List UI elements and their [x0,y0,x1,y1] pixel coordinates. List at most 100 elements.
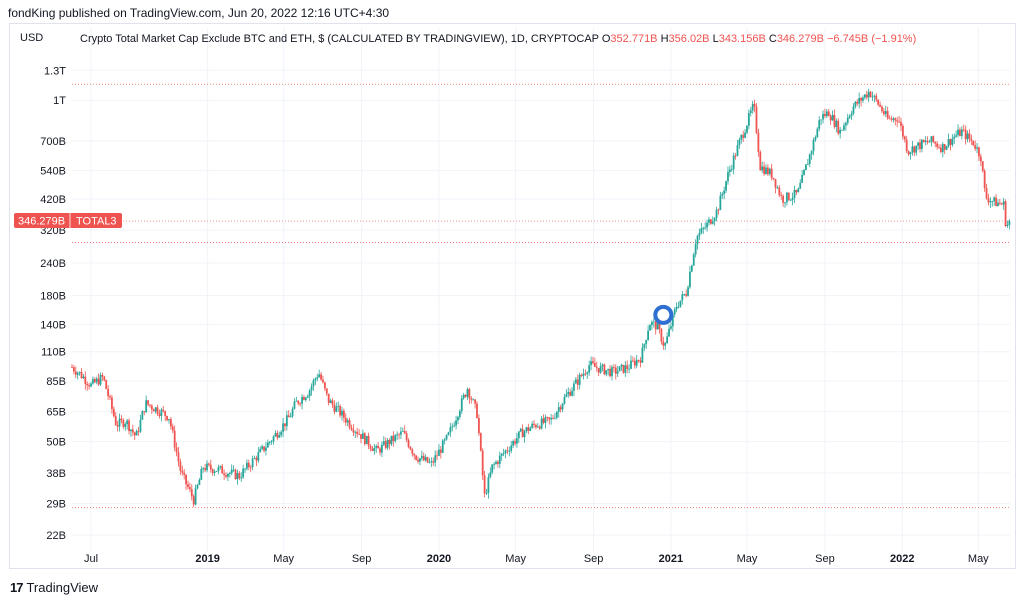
candle-body [508,450,511,452]
candle-body [774,179,777,188]
candle-body [704,227,707,229]
candle-body [685,294,688,296]
candle-body [381,444,383,453]
candle-body [439,449,442,453]
candle-body [192,496,195,505]
candle-body [730,169,733,170]
candle-body [120,418,123,421]
candle-body [892,118,895,120]
candle-body [487,477,490,493]
candle-body [527,427,530,431]
candle-body [618,366,621,372]
candle-body [917,142,920,146]
currency-label: USD [20,32,43,44]
candle-body [169,419,172,427]
y-tick-label: 1T [53,95,66,107]
candle-body [565,394,568,397]
y-tick-label: 50B [46,437,66,449]
candle-body [489,472,492,478]
candle-body [533,423,535,425]
candle-body [232,469,235,471]
candle-body [405,433,408,441]
candle-body [280,431,283,436]
candle-body [453,425,456,427]
candle-body [964,129,967,140]
candle-body [150,405,153,410]
candle-body [392,435,395,441]
candle-body [968,133,971,139]
candle-body [510,445,513,451]
footer-brand: TradingView [26,580,99,595]
candle-body [517,431,520,439]
candle-body [303,397,305,400]
candle-body [692,254,695,266]
candle-body [215,471,218,472]
candle-body [337,405,340,407]
candle-body [538,426,541,429]
candle-body [451,426,454,428]
candle-body [112,408,115,417]
candle-body [677,306,680,308]
price-chart[interactable]: 1.3T1T700B540B420B320B240B180B140B110B85… [10,24,1015,568]
candle-body [109,396,111,398]
candle-body [671,314,674,327]
candle-body [797,188,800,193]
candle-body [426,457,429,463]
candle-body [708,219,710,223]
candle-body [171,426,174,431]
candle-body [261,446,264,449]
candle-body [768,168,771,175]
candle-body [696,235,699,245]
candle-body [738,139,741,146]
candle-body [409,446,412,450]
candle-body [713,218,716,222]
candle-body [932,136,935,142]
candle-body [957,129,959,136]
candle-body [740,135,743,140]
candle-body [656,322,659,330]
candle-body [844,122,847,126]
candle-body [365,435,368,445]
candle-body [548,417,551,420]
candle-body [546,417,549,418]
price-tag-value: 346.279B [18,216,65,228]
candle-body [514,441,516,444]
footer: 17 TradingView [10,580,98,595]
candle-body [829,116,832,121]
candle-body [272,436,275,442]
candle-body [183,472,186,475]
candle-body [323,382,326,389]
candle-body [582,373,585,376]
candle-body [386,440,389,448]
candle-body [782,196,785,203]
candle-body [827,111,830,117]
candle-body [103,376,106,381]
candle-body [622,364,625,373]
candle-body [403,430,406,434]
candle-body [447,432,450,435]
candle-body [504,450,507,454]
candle-body [808,154,811,165]
candle-body [1006,224,1009,226]
candle-body [394,435,397,441]
candle-body [200,468,203,480]
candle-body [751,103,754,111]
candle-body [500,453,503,456]
candle-body [843,125,845,130]
candle-body [379,448,381,453]
candle-body [586,372,589,374]
candle-body [882,111,885,115]
candle-body [675,306,678,310]
candle-body [297,400,300,404]
candle-body [645,339,648,345]
candle-body [991,201,994,202]
candle-body [700,228,703,233]
candle-body [926,140,929,143]
candle-body [314,378,317,381]
candle-body [643,344,646,348]
candle-body [400,431,402,435]
candle-body [592,361,594,364]
candle-body [327,393,330,403]
candle-body [485,492,488,494]
candle-body [460,398,463,411]
